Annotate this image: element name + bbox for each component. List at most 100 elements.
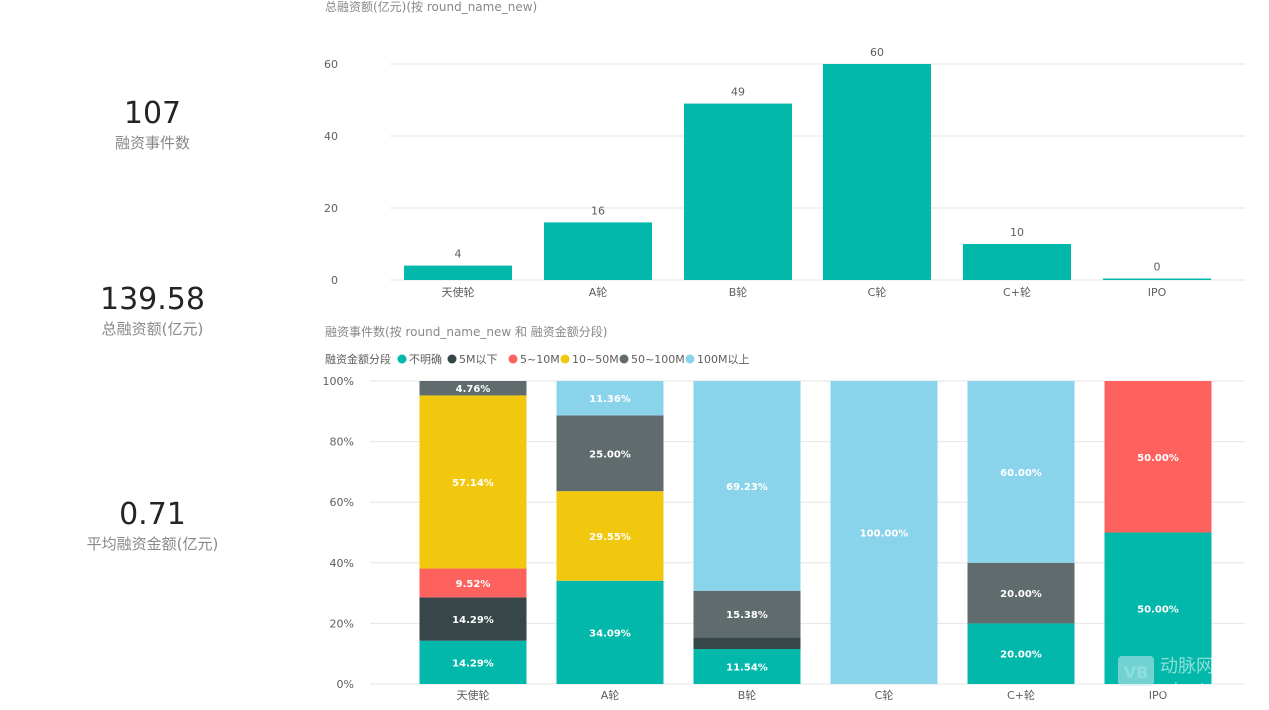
chart2-data-label: 29.55% xyxy=(589,532,631,543)
chart2-x-tick: IPO xyxy=(1149,689,1168,702)
chart1-y-tick: 0 xyxy=(331,274,338,287)
kpi-label: 平均融资金额(亿元) xyxy=(86,535,219,553)
watermark-logo xyxy=(1118,656,1154,686)
legend-marker xyxy=(619,354,629,364)
chart2-data-label: 9.52% xyxy=(456,579,491,590)
watermark-logo-mark: VB xyxy=(1124,663,1149,682)
chart1-x-tick: IPO xyxy=(1148,286,1167,299)
kpi-value: 139.58 xyxy=(100,282,205,317)
chart1-x-tick: C轮 xyxy=(868,285,887,299)
chart2-x-tick: 天使轮 xyxy=(457,688,490,702)
kpi-card-event-count: 107 融资事件数 xyxy=(40,96,265,154)
chart1-y-tick: 60 xyxy=(324,58,338,71)
legend-marker xyxy=(685,354,695,364)
kpi-label: 融资事件数 xyxy=(114,134,190,152)
chart2-bar-segment xyxy=(419,597,527,641)
chart2-y-tick: 40% xyxy=(330,557,354,570)
chart1-y-tick: 20 xyxy=(324,202,338,215)
chart2-bar-segment xyxy=(556,381,664,416)
kpi-card-total-amount: 139.58 总融资额(亿元) xyxy=(40,282,265,340)
event-count-stacked-chart: 融资事件数(按 round_name_new 和 融资金额分段) 融资金额分段 … xyxy=(323,324,1245,702)
legend-label: 5M以下 xyxy=(459,353,498,366)
watermark-brand: 动脉网 xyxy=(1160,656,1214,677)
kpi-label: 总融资额(亿元) xyxy=(101,320,204,338)
chart2-bar-segment xyxy=(556,491,664,581)
legend-marker xyxy=(447,354,457,364)
watermark: VB 动脉网 vcbeat.top xyxy=(1118,656,1233,697)
chart2-y-tick: 60% xyxy=(330,496,354,509)
legend-label: 50~100M xyxy=(631,353,685,366)
chart2-data-label: 14.29% xyxy=(452,658,494,669)
chart2-data-label: 11.36% xyxy=(589,394,631,405)
chart2-x-tick: B轮 xyxy=(738,688,757,702)
chart2-x-tick: C+轮 xyxy=(1007,688,1035,702)
chart2-data-label: 50.00% xyxy=(1137,604,1179,615)
chart2-bar-segment xyxy=(419,395,527,569)
chart2-bar-segment xyxy=(830,381,938,684)
chart2-data-label: 34.09% xyxy=(589,628,631,639)
chart2-data-label: 4.76% xyxy=(456,384,491,395)
chart2-data-label: 20.00% xyxy=(1000,589,1042,600)
chart2-bar-segment xyxy=(419,568,527,598)
chart2-y-tick: 20% xyxy=(330,617,354,630)
chart1-x-tick: C+轮 xyxy=(1003,285,1031,299)
chart1-x-tick: 天使轮 xyxy=(442,285,475,299)
chart2-bar-segment xyxy=(693,637,801,650)
chart1-data-label: 4 xyxy=(455,248,462,261)
chart1-data-label: 0 xyxy=(1154,261,1161,274)
legend-marker xyxy=(508,354,518,364)
chart2-bar-segment xyxy=(967,623,1075,684)
chart2-data-label: 69.23% xyxy=(726,482,768,493)
total-amount-bar-chart: 总融资额(亿元)(按 round_name_new) 0 20 40 60 4 天使轮 16… xyxy=(324,0,1245,299)
chart2-data-label: 50.00% xyxy=(1137,453,1179,464)
chart2-y-tick: 100% xyxy=(323,375,354,388)
chart2-bar-segment xyxy=(419,381,527,396)
chart2-data-label: 20.00% xyxy=(1000,650,1042,661)
chart1-data-label: 16 xyxy=(591,204,605,217)
chart1-bar xyxy=(823,64,931,280)
chart2-y-tick: 0% xyxy=(337,678,354,691)
chart1-data-label: 60 xyxy=(870,46,884,59)
chart1-title: 总融资额(亿元)(按 round_name_new) xyxy=(325,0,537,14)
chart2-bar-segment xyxy=(693,381,801,591)
chart2-bar-segment xyxy=(693,590,801,638)
chart2-bar-segment xyxy=(556,415,664,492)
chart1-x-tick: A轮 xyxy=(589,285,608,299)
legend-label: 5~10M xyxy=(520,353,560,366)
chart1-bar xyxy=(544,222,652,280)
chart2-data-label: 15.38% xyxy=(726,610,768,621)
chart1-bar xyxy=(404,265,512,280)
legend-label: 不明确 xyxy=(409,353,442,366)
chart2-bar-segment xyxy=(556,580,664,684)
chart2-y-tick: 80% xyxy=(330,436,354,449)
chart2-data-label: 57.14% xyxy=(452,478,494,489)
chart2-bar-segment xyxy=(967,381,1075,563)
kpi-value: 0.71 xyxy=(119,497,186,532)
chart2-data-label: 25.00% xyxy=(589,449,631,460)
kpi-card-average-amount: 0.71 平均融资金额(亿元) xyxy=(40,497,265,555)
chart1-bar xyxy=(684,103,792,280)
chart2-bar-segment xyxy=(1104,381,1212,533)
chart2-x-tick: C轮 xyxy=(875,688,894,702)
chart2-bar-segment xyxy=(967,562,1075,624)
chart1-data-label: 49 xyxy=(731,86,745,99)
chart2-data-label: 14.29% xyxy=(452,615,494,626)
chart2-data-label: 11.54% xyxy=(726,663,768,674)
legend-marker xyxy=(560,354,570,364)
chart2-data-label: 100.00% xyxy=(860,529,909,540)
chart1-bar xyxy=(963,244,1071,280)
chart2-data-label: 60.00% xyxy=(1000,468,1042,479)
legend-label: 10~50M xyxy=(572,353,619,366)
chart1-y-tick: 40 xyxy=(324,130,338,143)
chart1-bar xyxy=(1103,278,1211,280)
watermark-url: vcbeat.top xyxy=(1158,681,1233,697)
chart1-x-tick: B轮 xyxy=(729,285,748,299)
chart1-data-label: 10 xyxy=(1010,226,1024,239)
kpi-value: 107 xyxy=(123,96,182,131)
chart2-x-tick: A轮 xyxy=(601,688,620,702)
chart2-title: 融资事件数(按 round_name_new 和 融资金额分段) xyxy=(325,324,607,339)
chart2-bar-segment xyxy=(693,649,801,684)
chart2-bar-segment xyxy=(419,640,527,684)
legend-marker xyxy=(397,354,407,364)
